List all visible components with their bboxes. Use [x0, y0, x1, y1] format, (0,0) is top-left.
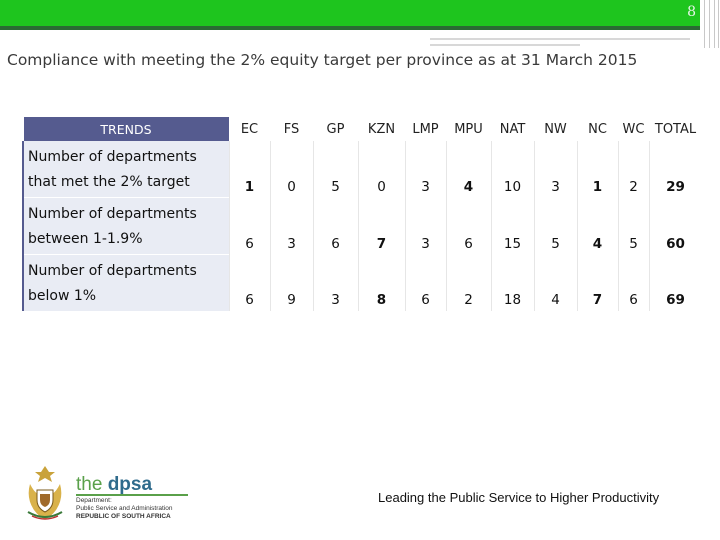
column-header: NAT	[490, 117, 534, 141]
compliance-table: TRENDS EC FS GP KZN LMP MPU NAT NW NC WC…	[22, 117, 702, 311]
column-header: MPU	[445, 117, 491, 141]
table-cell-total: 29	[648, 141, 702, 198]
table-cell: 4	[445, 141, 491, 198]
logo-department: Department:	[76, 497, 112, 504]
table-cell: 6	[312, 197, 358, 255]
table-cell: 7	[576, 254, 618, 311]
logo-department-name: Public Service and Administration	[76, 505, 173, 512]
slide-title: Compliance with meeting the 2% equity ta…	[7, 51, 638, 69]
column-header: GP	[312, 117, 358, 141]
column-header: FS	[269, 117, 313, 141]
logo-dpsa: dpsa	[107, 474, 153, 495]
table-cell: 15	[490, 197, 534, 255]
table-cell: 18	[490, 254, 534, 311]
dpsa-logo: the dpsa Department: Public Service and …	[22, 462, 192, 522]
table-cell-total: 69	[648, 254, 702, 311]
table-cell: 7	[357, 197, 405, 255]
table-cell: 3	[312, 254, 358, 311]
table-cell: 1	[228, 141, 270, 198]
footer-tagline: Leading the Public Service to Higher Pro…	[378, 490, 660, 505]
column-header: EC	[228, 117, 270, 141]
table-cell: 3	[269, 197, 313, 255]
logo-country: REPUBLIC OF SOUTH AFRICA	[76, 513, 171, 520]
table-cell: 6	[404, 254, 446, 311]
column-header: WC	[617, 117, 649, 141]
trends-header: TRENDS	[22, 117, 229, 141]
column-header: NW	[533, 117, 577, 141]
table-cell: 4	[533, 254, 577, 311]
table-cell: 4	[576, 197, 618, 255]
table-cell-total: 60	[648, 197, 702, 255]
table-cell: 10	[490, 141, 534, 198]
coat-of-arms-icon	[27, 466, 63, 520]
decorative-vertical-lines	[700, 0, 720, 48]
table-row: Number of departments below 1% 6 9 3 8 6…	[22, 254, 702, 311]
table-row: Number of departments that met the 2% ta…	[22, 141, 702, 198]
decorative-line	[430, 44, 580, 46]
table-row: Number of departments between 1-1.9% 6 3…	[22, 197, 702, 255]
table-cell: 3	[533, 141, 577, 198]
decorative-line	[430, 38, 690, 40]
table-cell: 2	[445, 254, 491, 311]
logo-rule	[76, 494, 188, 496]
table-cell: 2	[617, 141, 649, 198]
top-accent-stripe	[0, 26, 700, 30]
column-header: LMP	[404, 117, 446, 141]
column-header: NC	[576, 117, 618, 141]
logo-the: the	[76, 474, 108, 495]
row-label: Number of departments below 1%	[22, 254, 229, 311]
table-cell: 5	[312, 141, 358, 198]
table-cell: 6	[445, 197, 491, 255]
table-cell: 5	[533, 197, 577, 255]
top-accent-bar	[0, 0, 700, 26]
table-cell: 6	[617, 254, 649, 311]
page-number: 8	[687, 4, 696, 20]
row-label: Number of departments that met the 2% ta…	[22, 141, 229, 198]
table-cell: 8	[357, 254, 405, 311]
row-label: Number of departments between 1-1.9%	[22, 197, 229, 255]
table-cell: 3	[404, 141, 446, 198]
table-cell: 0	[357, 141, 405, 198]
table-cell: 3	[404, 197, 446, 255]
table-header-row: TRENDS EC FS GP KZN LMP MPU NAT NW NC WC…	[22, 117, 702, 141]
table-cell: 9	[269, 254, 313, 311]
table-cell: 1	[576, 141, 618, 198]
column-header: KZN	[357, 117, 405, 141]
table-cell: 0	[269, 141, 313, 198]
table-cell: 6	[228, 254, 270, 311]
column-header-total: TOTAL	[648, 117, 702, 141]
table-cell: 6	[228, 197, 270, 255]
table-cell: 5	[617, 197, 649, 255]
